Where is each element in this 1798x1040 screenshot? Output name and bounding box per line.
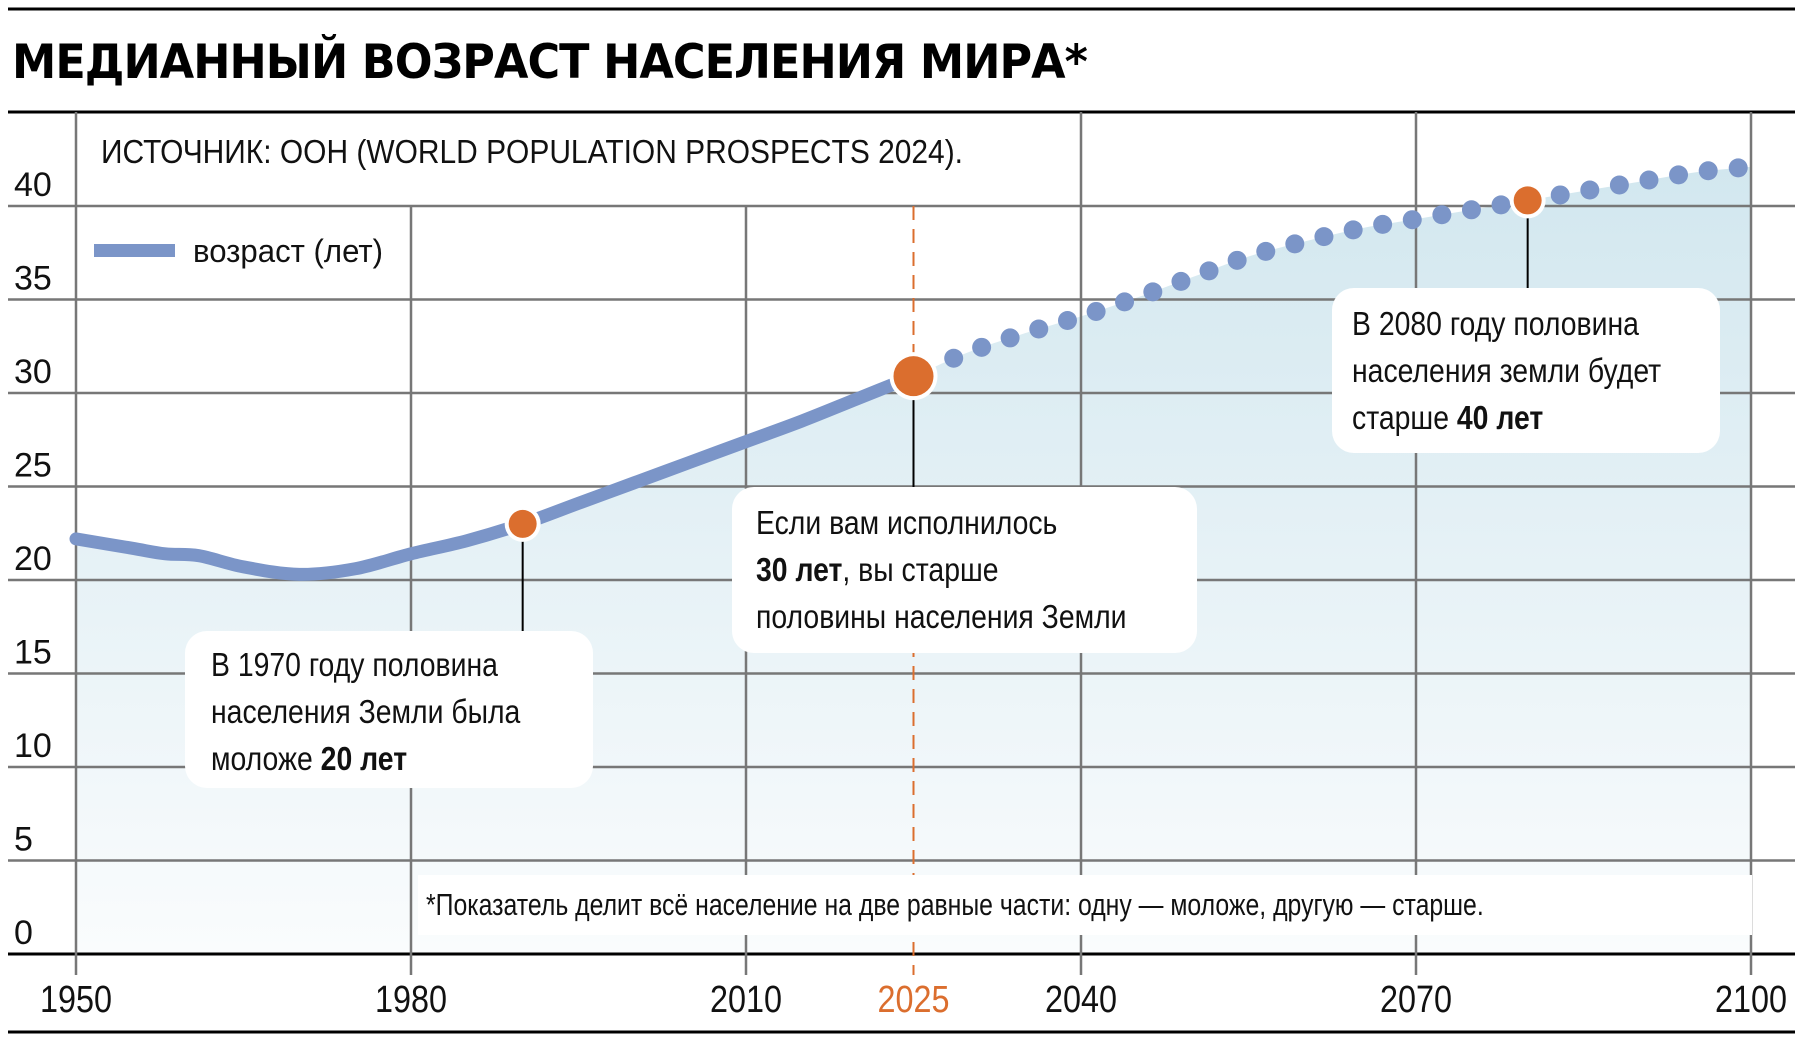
- y-tick-label: 30: [14, 353, 52, 391]
- highlight-marker: [893, 356, 934, 397]
- footnote-box: *Показатель делит всё население на две р…: [418, 875, 1752, 935]
- x-tick-label: 2010: [710, 979, 782, 1021]
- annotation-box: В 1970 году половина населения Земли была…: [185, 631, 593, 788]
- y-tick-label: 20: [14, 540, 52, 578]
- annotation-text: В 1970 году половина: [211, 646, 498, 683]
- annotation-text: населения земли будет: [1352, 352, 1662, 389]
- annotation-line: населения Земли была: [211, 688, 520, 735]
- annotation-emphasis: 30 лет: [756, 551, 843, 588]
- annotation-box: В 2080 году половина населения земли буде…: [1332, 288, 1720, 453]
- annotation-line: старше 40 лет: [1352, 394, 1543, 441]
- series-line-projection: [904, 157, 1761, 386]
- annotation-text: населения Земли была: [211, 693, 521, 730]
- annotation-text: В 2080 году половина: [1352, 305, 1639, 342]
- y-tick-label: 0: [14, 914, 33, 952]
- annotation-emphasis: 40 лет: [1456, 399, 1544, 436]
- x-tick-label: 2025: [878, 979, 950, 1021]
- annotation-text: половины населения Земли: [756, 598, 1127, 635]
- y-tick-label: 40: [14, 166, 52, 204]
- x-tick-label: 2040: [1045, 979, 1117, 1021]
- highlight-marker: [1513, 186, 1542, 215]
- annotation-text: старше: [1352, 399, 1457, 436]
- annotation-line: В 2080 году половина: [1352, 300, 1639, 347]
- y-tick-label: 15: [14, 634, 52, 672]
- y-tick-label: 25: [14, 447, 52, 485]
- annotation-line: Если вам исполнилось: [756, 499, 1057, 546]
- footnote-text: *Показатель делит всё население на две р…: [426, 887, 1484, 922]
- y-tick-label: 10: [14, 727, 52, 765]
- annotation-text: Если вам исполнилось: [756, 504, 1058, 541]
- legend: возраст (лет): [94, 233, 383, 269]
- source-text: ИСТОЧНИК: ООН (WORLD POPULATION PROSPECT…: [101, 133, 963, 170]
- annotation-line: В 1970 году половина: [211, 641, 498, 688]
- y-tick-label: 5: [14, 821, 33, 859]
- x-tick-label: 2100: [1715, 979, 1787, 1021]
- legend-swatch: [94, 244, 175, 257]
- chart-title: МЕДИАННЫЙ ВОЗРАСТ НАСЕЛЕНИЯ МИРА*: [12, 35, 1087, 90]
- y-tick-label: 35: [14, 260, 52, 298]
- annotation-line: 30 лет, вы старше: [756, 546, 999, 593]
- annotation-line: населения земли будет: [1352, 347, 1661, 394]
- annotation-emphasis: 20 лет: [320, 740, 408, 777]
- annotation-line: моложе 20 лет: [211, 735, 407, 782]
- highlight-marker: [508, 509, 537, 538]
- x-tick-label: 1950: [40, 979, 112, 1021]
- annotation-text: , вы старше: [842, 551, 999, 588]
- x-tick-label: 2070: [1380, 979, 1452, 1021]
- x-tick-label: 1980: [375, 979, 447, 1021]
- series-line-estimate: [69, 369, 920, 581]
- annotation-line: половины населения Земли: [756, 593, 1127, 640]
- annotation-text: моложе: [211, 740, 321, 777]
- legend-label: возраст (лет): [193, 233, 383, 269]
- annotation-box: Если вам исполнилось 30 лет, вы старше пол…: [732, 487, 1197, 653]
